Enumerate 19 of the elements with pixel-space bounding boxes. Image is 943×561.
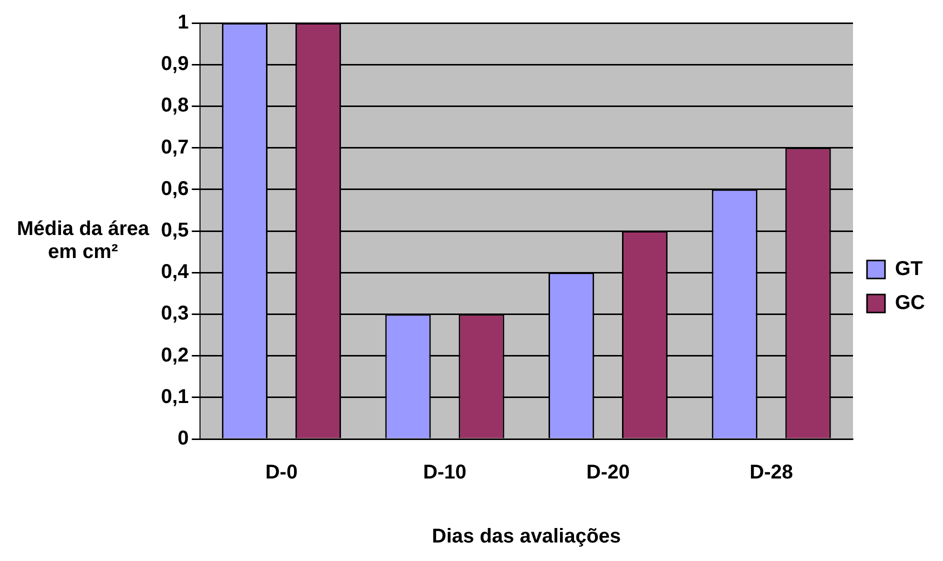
y-tick-label: 0: [178, 428, 189, 450]
y-tick-label: 0,5: [160, 220, 189, 242]
y-tick-label: 0,3: [160, 302, 189, 325]
y-tick-label: 0,1: [160, 386, 189, 408]
legend-label: GT: [895, 258, 923, 280]
x-tick-label: D-28: [750, 462, 794, 484]
x-tick-label: D-20: [586, 462, 630, 484]
y-tick-label: 1: [178, 12, 189, 34]
x-tick-label: D-10: [423, 462, 466, 484]
y-tick-label: 0,6: [160, 178, 189, 200]
y-tick-label: 0,2: [160, 344, 189, 366]
y-axis-title: Média da área em cm²: [16, 218, 150, 264]
legend-label: GC: [895, 292, 925, 314]
y-tick-label: 0,4: [160, 261, 190, 284]
y-tick-label: 0,7: [160, 136, 189, 158]
x-tick-label: D-0: [265, 462, 298, 484]
x-axis-title: Dias das avaliações: [432, 526, 621, 548]
y-tick-label: 0,9: [160, 53, 189, 76]
y-tick-label: 0,8: [160, 94, 189, 117]
